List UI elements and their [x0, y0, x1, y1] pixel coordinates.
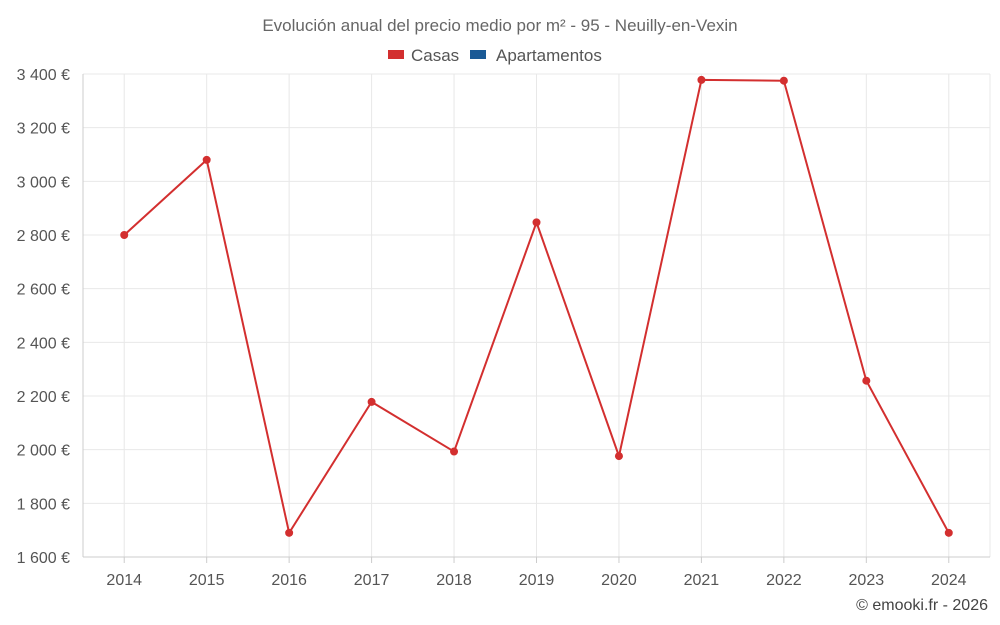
data-point-casas [285, 528, 294, 537]
legend-item-casas[interactable]: Casas [388, 46, 459, 65]
y-tick-label: 2 000 € [17, 443, 70, 460]
data-point-casas [944, 528, 953, 537]
legend-swatch-apartamentos [470, 50, 486, 59]
data-point-casas [202, 155, 211, 164]
data-point-casas [697, 75, 706, 84]
x-tick-label: 2020 [601, 572, 637, 589]
x-tick-label: 2015 [189, 572, 225, 589]
x-tick-label: 2014 [106, 572, 142, 589]
data-point-casas [120, 231, 129, 239]
y-tick-label: 2 200 € [17, 389, 70, 406]
y-tick-label: 1 800 € [17, 496, 70, 513]
x-tick-label: 2019 [519, 572, 555, 589]
x-tick-label: 2022 [766, 572, 802, 589]
y-tick-label: 3 000 € [17, 174, 70, 191]
y-tick-label: 1 600 € [17, 550, 70, 567]
x-tick-label: 2024 [931, 572, 967, 589]
legend-swatch-casas [388, 50, 404, 59]
grid [83, 73, 991, 557]
data-point-casas [450, 447, 459, 456]
x-tick-label: 2023 [849, 572, 885, 589]
y-tick-label: 3 200 € [17, 121, 70, 138]
x-tick-label: 2021 [684, 572, 720, 589]
legend: Casas Apartamentos [388, 46, 602, 65]
legend-label-apartamentos: Apartamentos [496, 46, 602, 65]
legend-label-casas: Casas [411, 46, 459, 65]
y-tick-label: 2 400 € [17, 335, 70, 352]
y-tick-label: 2 800 € [17, 228, 70, 245]
credit-text: © emooki.fr - 2026 [856, 597, 988, 614]
x-tick-label: 2017 [354, 572, 390, 589]
x-tick-label: 2016 [271, 572, 307, 589]
data-point-casas [367, 397, 376, 406]
x-tick-label: 2018 [436, 572, 472, 589]
y-tick-label: 3 400 € [17, 67, 70, 84]
chart-title: Evolución anual del precio medio por m² … [262, 16, 737, 35]
data-point-casas [614, 452, 623, 461]
data-point-casas [532, 218, 541, 227]
data-point-casas [862, 376, 871, 385]
data-point-casas [779, 76, 788, 85]
y-tick-label: 2 600 € [17, 282, 70, 299]
series-casas [120, 75, 953, 537]
legend-item-apartamentos[interactable]: Apartamentos [470, 46, 602, 65]
axes: 1 600 € 1 800 € 2 000 € 2 200 € 2 400 € 2 600… [17, 67, 990, 589]
